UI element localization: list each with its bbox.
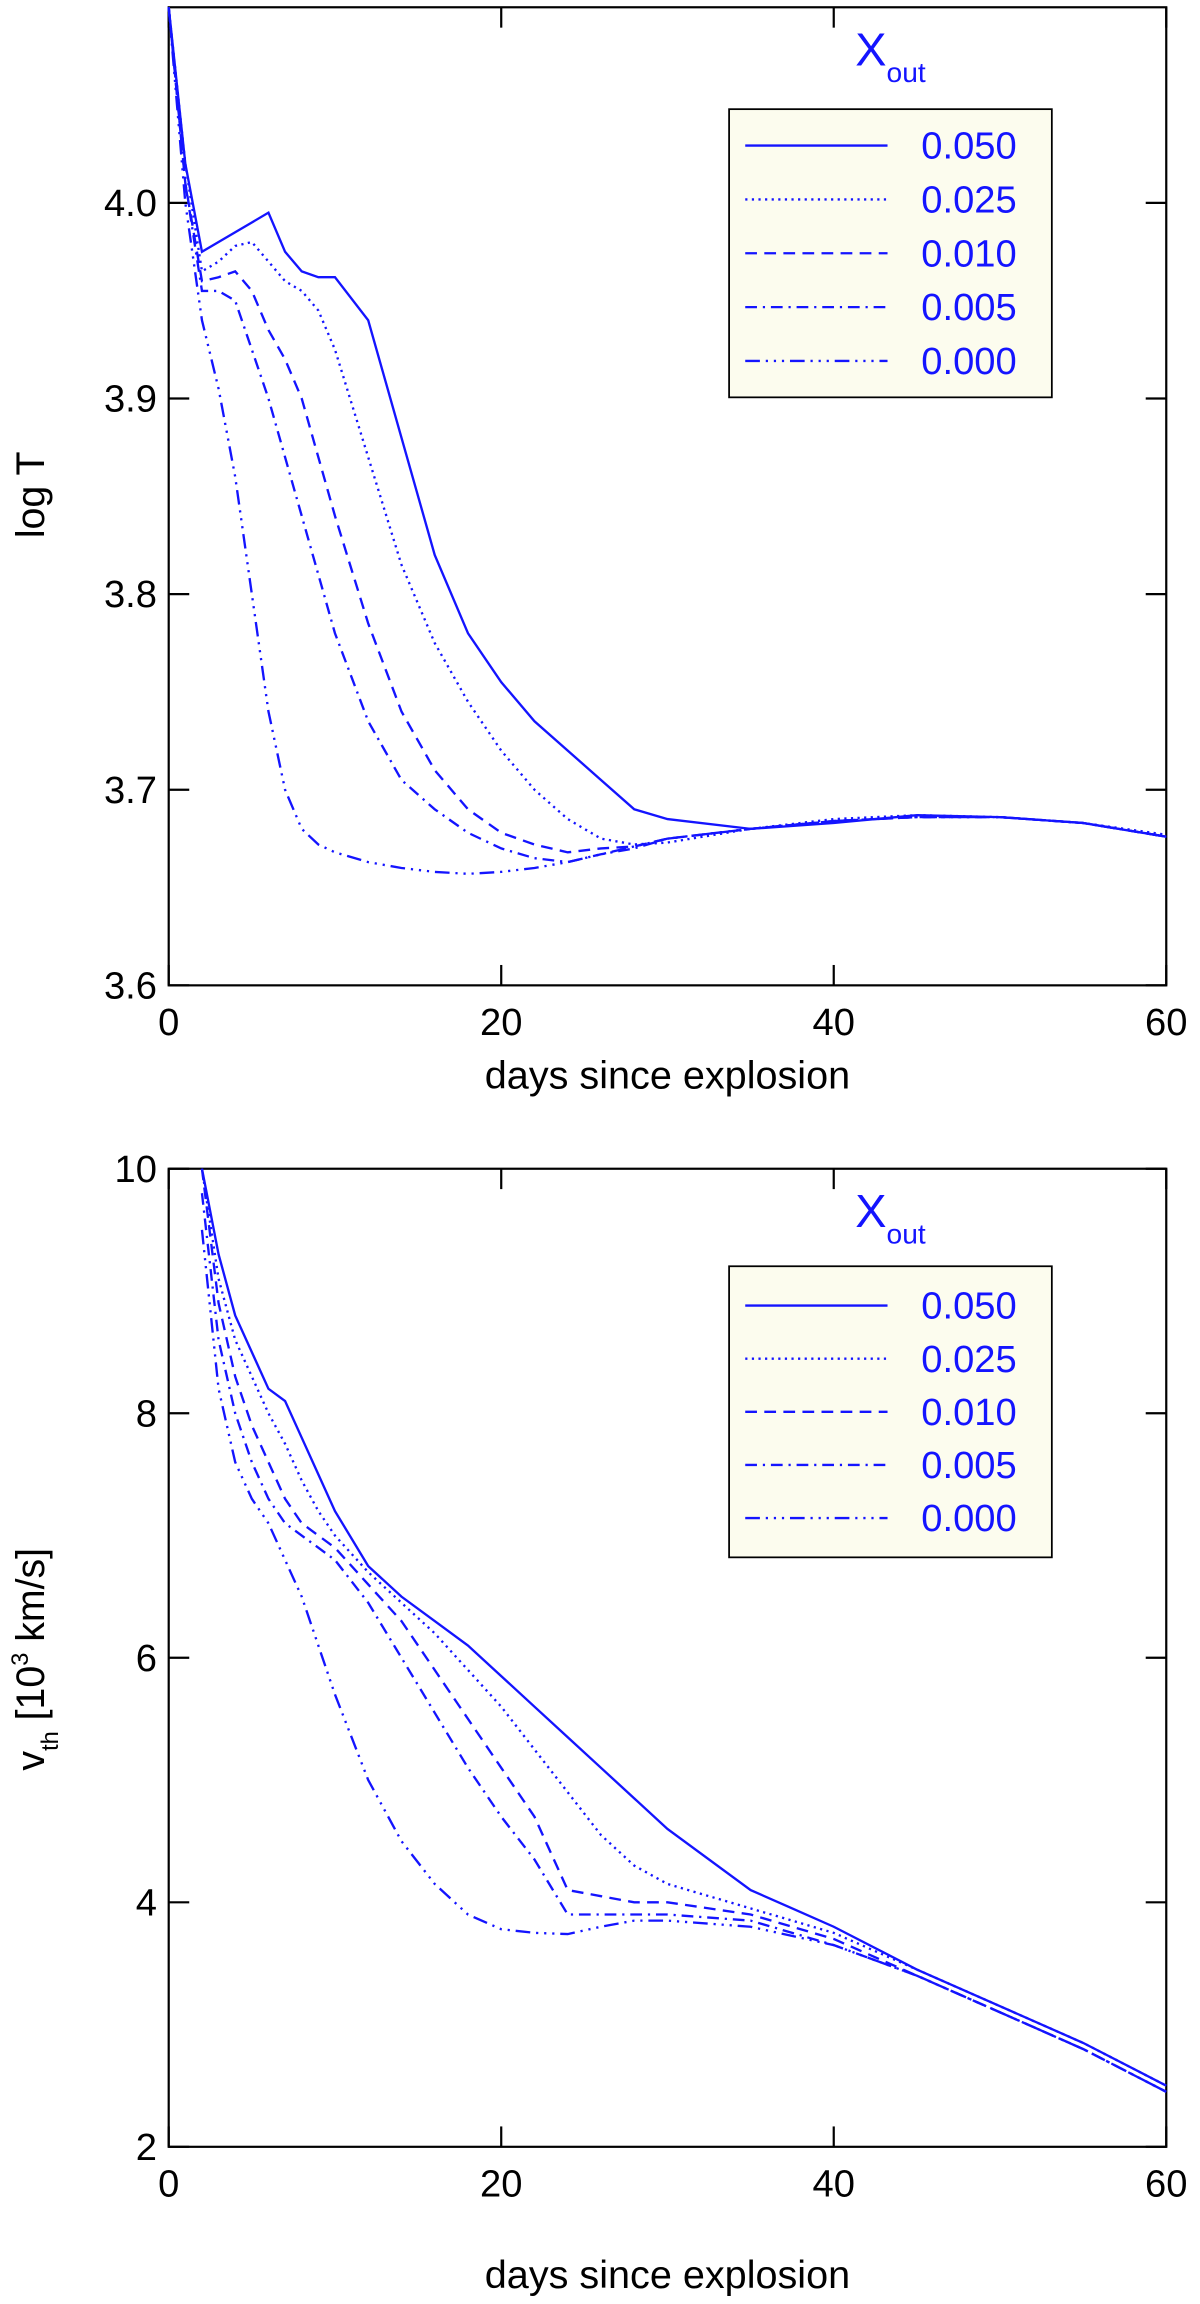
- y-tick-label: 3.9: [104, 379, 157, 421]
- series-line: [167, 7, 1167, 846]
- legend-label: 0.000: [921, 1498, 1016, 1540]
- y-tick-label: 8: [136, 1393, 157, 1435]
- x-tick-label: 40: [813, 1002, 855, 1044]
- x-tick-label: 0: [158, 2163, 179, 2205]
- y-tick-label: 3.7: [104, 770, 157, 812]
- x-tick-label: 60: [1145, 2163, 1187, 2205]
- y-axis-label-part: log T: [9, 452, 53, 539]
- legend-label: 0.000: [921, 341, 1016, 383]
- y-tick-label: 2: [136, 2127, 157, 2169]
- y-axis-label-part: km/s]: [9, 1548, 53, 1653]
- legend-label: 0.005: [921, 1445, 1016, 1487]
- series-line: [200, 1168, 1167, 2093]
- chart: 0 20 40 60 3.6 3.7 3.8 3.9 4.0 days since explosi…: [9, 6, 1187, 1098]
- series-line: [200, 1168, 1167, 2087]
- legend-title-part: out: [887, 1218, 926, 1249]
- series-line: [167, 7, 1167, 864]
- y-tick-label: 3.8: [104, 574, 157, 616]
- legend-box: [728, 1265, 1053, 1559]
- legend-label: 0.050: [921, 1286, 1016, 1328]
- y-axis-label-part: 3: [8, 1653, 34, 1666]
- plot-frame: [167, 6, 1168, 987]
- chart: 0 20 40 60 2 4 6 8 10 days since explosion vth [10…: [8, 1149, 1187, 2297]
- legend-label: 0.005: [921, 287, 1016, 329]
- y-tick-label: 6: [136, 1638, 157, 1680]
- x-tick-label: 60: [1145, 1002, 1187, 1044]
- y-axis-label-part: th: [38, 1731, 64, 1751]
- y-tick-label: 4.0: [104, 183, 157, 225]
- legend-label: 0.025: [921, 180, 1016, 222]
- x-tick-label: 40: [813, 2163, 855, 2205]
- y-tick-label: 3.6: [104, 966, 157, 1008]
- y-tick-label: 4: [136, 1883, 157, 1925]
- y-axis-label: vth [103 km/s]: [8, 1548, 64, 1771]
- y-tick-label: 10: [115, 1149, 157, 1191]
- y-axis-label-part: v: [9, 1751, 53, 1771]
- x-axis-label: days since explosion: [485, 1054, 850, 1098]
- legend-title-part: out: [887, 57, 926, 88]
- legend-label: 0.025: [921, 1339, 1016, 1381]
- legend: Xout 0.050 0.025 0.010 0.005 0.000: [728, 1185, 1053, 1559]
- legend-box: [728, 108, 1053, 399]
- series-line: [200, 1229, 1167, 2093]
- x-tick-label: 20: [480, 2163, 522, 2205]
- x-axis-label: days since explosion: [485, 2253, 850, 2297]
- legend: Xout 0.050 0.025 0.010 0.005 0.000: [728, 24, 1053, 399]
- legend-label: 0.050: [921, 126, 1016, 168]
- y-axis-label-part: [10: [9, 1666, 53, 1732]
- series-line: [200, 1168, 1167, 2087]
- x-tick-label: 0: [158, 1002, 179, 1044]
- legend-title-part: X: [855, 24, 886, 76]
- series-line: [167, 7, 1167, 838]
- legend-title: Xout: [855, 1185, 926, 1249]
- y-axis-label: log T: [9, 452, 53, 539]
- legend-title: Xout: [855, 24, 926, 88]
- legend-label: 0.010: [921, 1392, 1016, 1434]
- legend-title-part: X: [855, 1185, 886, 1237]
- legend-label: 0.010: [921, 233, 1016, 275]
- x-tick-label: 20: [480, 1002, 522, 1044]
